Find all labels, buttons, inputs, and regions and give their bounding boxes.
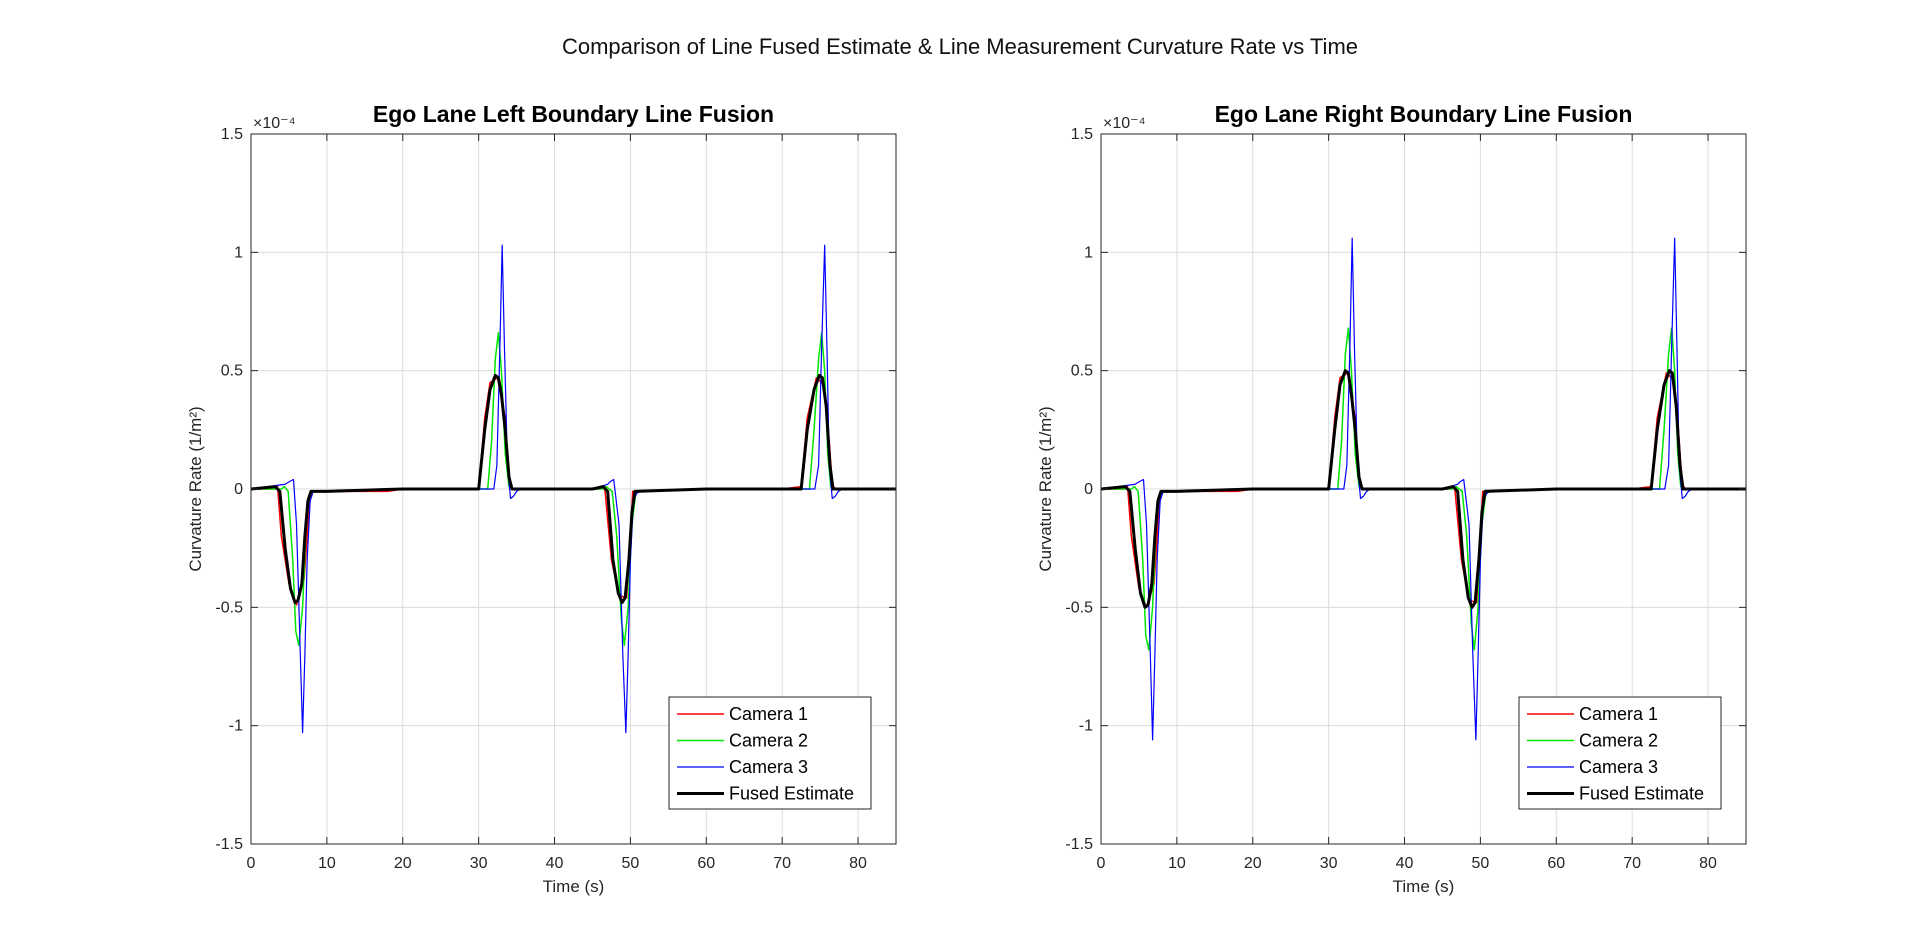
- chart-1-x-tick-label: 0: [247, 855, 256, 872]
- chart-1-y-tick-label: -1.5: [215, 836, 243, 853]
- chart-1-legend-label-fused-estimate: Fused Estimate: [729, 784, 854, 804]
- chart-2-y-tick-label: -1: [1079, 718, 1093, 735]
- chart-2-x-tick-label: 40: [1396, 855, 1414, 872]
- chart-1-series-line-fused-estimate: [251, 373, 896, 605]
- chart-panel-2: 0 10 20 30 40 50 60 70 80 -1.5 -1 -0.5 0 0.5 1 1.5 ×10⁻⁴…: [1036, 101, 1747, 896]
- chart-2-x-tick-label: 70: [1623, 855, 1641, 872]
- chart-2-x-tick-label: 30: [1320, 855, 1338, 872]
- chart-1-y-tick-label: 1.5: [221, 126, 243, 143]
- chart-1-x-tick-label: 30: [470, 855, 488, 872]
- chart-1-y-tick-label: 1: [234, 244, 243, 261]
- figure-title: Comparison of Line Fused Estimate & Line…: [561, 34, 1359, 59]
- chart-1-x-tick-label: 10: [318, 855, 336, 872]
- chart-1-x-tick-label: 20: [394, 855, 412, 872]
- chart-1-legend-label-camera-2: Camera 2: [729, 731, 808, 751]
- chart-2-y-tick-label: 1: [1084, 244, 1093, 261]
- chart-2-series-line-fused-estimate: [1101, 369, 1746, 609]
- chart-2-legend-label-camera-1: Camera 1: [1579, 704, 1658, 724]
- chart-2-x-tick-label: 20: [1244, 855, 1262, 872]
- chart-1-x-axis-label: Time (s): [543, 877, 605, 896]
- chart-2-x-tick-label: 0: [1097, 855, 1106, 872]
- chart-2-y-exponent-label: ×10⁻⁴: [1103, 115, 1146, 132]
- chart-2-legend-label-camera-2: Camera 2: [1579, 731, 1658, 751]
- chart-1-title: Ego Lane Left Boundary Line Fusion: [373, 101, 774, 127]
- chart-2-x-axis-label: Time (s): [1393, 877, 1455, 896]
- chart-2-x-tick-label: 50: [1472, 855, 1490, 872]
- chart-1-legend-box: [668, 696, 872, 810]
- chart-1-y-tick-label: -0.5: [215, 599, 243, 616]
- chart-1-legend-label-camera-3: Camera 3: [729, 757, 808, 777]
- chart-1-y-tick-label: -1: [229, 718, 243, 735]
- chart-1-y-exponent-label: ×10⁻⁴: [253, 115, 296, 132]
- chart-1-x-tick-label: 60: [697, 855, 715, 872]
- chart-2-y-tick-label: 1.5: [1071, 126, 1093, 143]
- chart-panel-1: 0 10 20 30 40 50 60 70 80 -1.5 -1 -0.5 0 0.5 1 1.5 ×10⁻⁴…: [186, 101, 897, 896]
- chart-1-legend: Camera 1 Camera 2 Camera 3 Fused Estimate: [668, 696, 872, 810]
- chart-1-legend-label-camera-1: Camera 1: [729, 704, 808, 724]
- chart-1-y-tick-label: 0.5: [221, 363, 243, 380]
- chart-2-x-tick-label: 10: [1168, 855, 1186, 872]
- chart-2-y-tick-label: -0.5: [1065, 599, 1093, 616]
- chart-1-y-axis-label: Curvature Rate (1/m²): [186, 406, 205, 571]
- chart-2-x-tick-label: 80: [1699, 855, 1717, 872]
- chart-2-x-tick-label: 60: [1547, 855, 1565, 872]
- chart-1-y-tick-label: 0: [234, 481, 243, 498]
- chart-1-x-tick-label: 40: [546, 855, 564, 872]
- chart-2-y-tick-label: 0.5: [1071, 363, 1093, 380]
- chart-2-title: Ego Lane Right Boundary Line Fusion: [1215, 101, 1633, 127]
- chart-2-y-axis-label: Curvature Rate (1/m²): [1036, 406, 1055, 571]
- chart-1-x-tick-label: 50: [622, 855, 640, 872]
- chart-2-y-tick-label: 0: [1084, 481, 1093, 498]
- chart-2-legend-label-fused-estimate: Fused Estimate: [1579, 784, 1704, 804]
- chart-2-y-tick-label: -1.5: [1065, 836, 1093, 853]
- chart-2-legend: Camera 1 Camera 2 Camera 3 Fused Estimate: [1518, 696, 1722, 810]
- chart-2-legend-label-camera-3: Camera 3: [1579, 757, 1658, 777]
- chart-1-x-tick-label: 80: [849, 855, 867, 872]
- chart-2-legend-box: [1518, 696, 1722, 810]
- chart-1-x-tick-label: 70: [773, 855, 791, 872]
